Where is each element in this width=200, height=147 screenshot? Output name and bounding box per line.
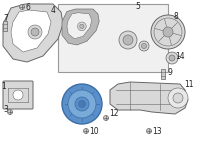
Text: 9: 9 <box>168 67 172 76</box>
Circle shape <box>163 27 173 37</box>
Text: 13: 13 <box>152 127 162 137</box>
Circle shape <box>31 28 39 36</box>
Circle shape <box>151 15 185 49</box>
Circle shape <box>78 22 86 31</box>
Circle shape <box>8 110 12 115</box>
Polygon shape <box>3 4 63 62</box>
Circle shape <box>78 101 86 107</box>
Polygon shape <box>67 13 92 39</box>
Text: 6: 6 <box>26 2 30 11</box>
Circle shape <box>84 128 88 133</box>
Text: 2: 2 <box>76 100 80 108</box>
Circle shape <box>104 116 108 121</box>
Circle shape <box>168 88 188 108</box>
FancyBboxPatch shape <box>3 81 33 109</box>
Circle shape <box>119 31 137 49</box>
Polygon shape <box>62 9 99 45</box>
Text: 7: 7 <box>4 14 8 22</box>
Bar <box>58 4 168 72</box>
Text: 5: 5 <box>136 1 140 10</box>
Circle shape <box>20 5 24 10</box>
Text: 8: 8 <box>174 11 178 20</box>
Circle shape <box>123 35 133 45</box>
Bar <box>161 69 165 79</box>
Circle shape <box>80 24 84 29</box>
Circle shape <box>13 90 23 100</box>
Text: 12: 12 <box>109 110 119 118</box>
Circle shape <box>169 55 175 61</box>
Circle shape <box>139 41 149 51</box>
Circle shape <box>62 84 102 124</box>
Text: 1: 1 <box>2 81 6 91</box>
Text: 10: 10 <box>89 127 99 137</box>
Circle shape <box>173 93 183 103</box>
Circle shape <box>68 90 96 118</box>
Circle shape <box>28 25 42 39</box>
Text: 3: 3 <box>4 106 8 115</box>
Polygon shape <box>110 82 188 114</box>
Circle shape <box>75 97 89 111</box>
Polygon shape <box>11 10 51 52</box>
Circle shape <box>166 52 178 64</box>
Circle shape <box>142 44 146 49</box>
Bar <box>3 21 7 31</box>
Text: 4: 4 <box>51 5 55 15</box>
Text: 14: 14 <box>175 51 185 61</box>
Circle shape <box>146 128 152 133</box>
Text: 11: 11 <box>184 80 194 88</box>
